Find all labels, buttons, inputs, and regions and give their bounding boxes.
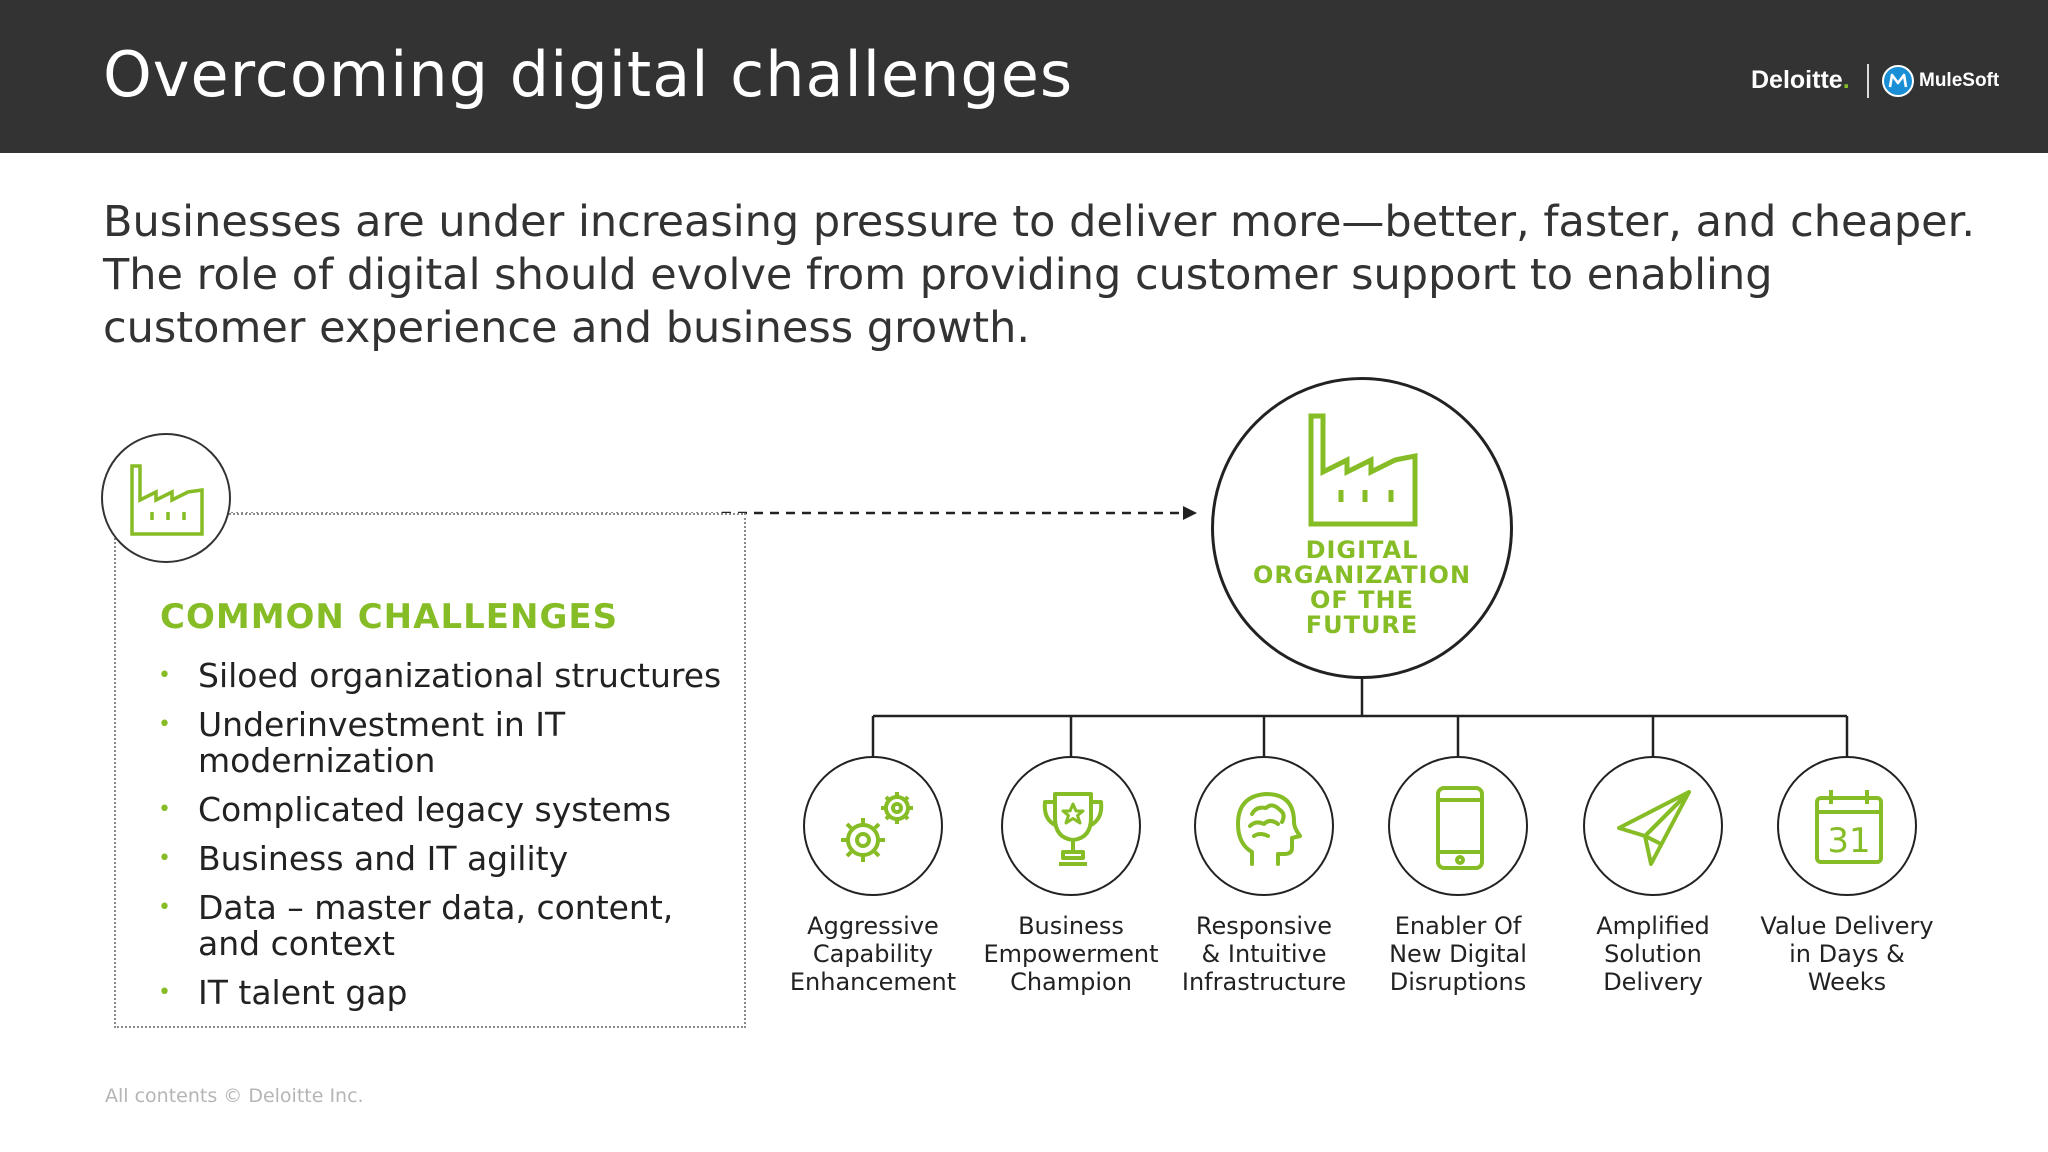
pillar-label-line: Capability	[812, 940, 934, 968]
list-item-text: Siloed organizational structures	[198, 656, 722, 695]
page-title: Overcoming digital challenges	[103, 38, 1074, 111]
challenges-heading: COMMON CHALLENGES	[160, 597, 619, 637]
hub-label-line: DIGITAL	[1305, 536, 1419, 564]
pillar-label-line: Aggressive	[807, 912, 939, 940]
bullet-icon: •	[158, 712, 171, 737]
calendar-day-number: 31	[1827, 821, 1870, 861]
list-item-text: Data – master data, content, and context	[198, 888, 674, 963]
intro-line: customer experience and business growth.	[103, 303, 1031, 353]
list-item: • Business and IT agility	[158, 841, 738, 877]
mulesoft-logo-text: MuleSoft	[1919, 70, 2000, 91]
pillar-solution-delivery	[1583, 756, 1723, 896]
intro-paragraph: Businesses are under increasing pressure…	[103, 196, 2003, 355]
pillar-label: Amplified Solution Delivery	[1558, 912, 1748, 996]
bullet-icon: •	[158, 797, 171, 822]
pillar-label-line: Value Delivery	[1760, 912, 1934, 940]
mulesoft-icon	[1882, 65, 1914, 97]
deloitte-logo-text: Deloitte	[1751, 66, 1843, 94]
intro-line: Businesses are under increasing pressure…	[103, 197, 1975, 247]
pillar-label-line: Responsive	[1195, 912, 1333, 940]
gears-icon	[841, 792, 913, 862]
bullet-icon: •	[158, 895, 171, 920]
intro-line: The role of digital should evolve from p…	[103, 250, 1773, 300]
pillar-label-line: Champion	[1010, 968, 1132, 996]
smartphone-icon	[1436, 786, 1484, 870]
header-bar: Overcoming digital challenges Deloitte. …	[0, 0, 2048, 153]
pillar-capability	[803, 756, 943, 896]
pillar-label-line: Business	[1018, 912, 1124, 940]
list-item: • IT talent gap	[158, 975, 738, 1011]
list-item: • Siloed organizational structures	[158, 658, 738, 694]
list-item: • Underinvestment in IT modernization	[158, 707, 738, 779]
pillar-disruptions	[1388, 756, 1528, 896]
pillar-label: Responsive & Intuitive Infrastructure	[1169, 912, 1359, 996]
arrow-head	[1183, 506, 1197, 520]
pillar-label-line: Infrastructure	[1181, 968, 1347, 996]
brain-icon	[1236, 792, 1302, 866]
bullet-icon: •	[158, 980, 171, 1005]
deloitte-logo-dot: .	[1842, 66, 1850, 94]
pillar-label-line: Empowerment	[983, 940, 1159, 968]
list-item-text: IT talent gap	[198, 973, 408, 1012]
pillar-infrastructure	[1194, 756, 1334, 896]
pillar-label: Business Empowerment Champion	[976, 912, 1166, 996]
calendar-icon: 31	[1815, 790, 1883, 864]
challenges-panel	[114, 513, 746, 1028]
challenges-list: • Siloed organizational structures • Under…	[158, 658, 738, 1024]
hub-label: DIGITAL ORGANIZATION OF THE FUTURE	[1214, 538, 1510, 638]
list-item: • Complicated legacy systems	[158, 792, 738, 828]
bullet-icon: •	[158, 663, 171, 688]
pillar-label: Enabler Of New Digital Disruptions	[1363, 912, 1553, 996]
pillar-label: Value Delivery in Days & Weeks	[1752, 912, 1942, 996]
pillar-value-delivery: 31	[1777, 756, 1917, 896]
pillar-label-line: New Digital	[1389, 940, 1527, 968]
pillar-label-line: Amplified	[1596, 912, 1710, 940]
pillar-empowerment	[1001, 756, 1141, 896]
pillar-label-line: Delivery	[1603, 968, 1703, 996]
pillar-label-line: in Days &	[1789, 940, 1905, 968]
hub-label-line: OF THE	[1309, 586, 1414, 614]
pillar-label-line: Enabler Of	[1394, 912, 1522, 940]
pillar-label-line: & Intuitive	[1201, 940, 1327, 968]
pillar-label-line: Enhancement	[789, 968, 957, 996]
factory-icon	[1308, 413, 1418, 527]
list-item-text: Business and IT agility	[198, 839, 569, 878]
bullet-icon: •	[158, 846, 171, 871]
list-item-text: Complicated legacy systems	[198, 790, 672, 829]
pillar-label-line: Disruptions	[1389, 968, 1527, 996]
pillar-label: Aggressive Capability Enhancement	[778, 912, 968, 996]
paper-plane-icon	[1617, 790, 1691, 866]
logo-divider	[1867, 64, 1869, 98]
deloitte-logo: Deloitte.	[1751, 66, 1850, 95]
list-item: • Data – master data, content, and contex…	[158, 890, 738, 962]
trophy-icon	[1042, 792, 1104, 866]
factory-badge	[101, 433, 231, 563]
mulesoft-logo: MuleSoft	[1881, 64, 2001, 100]
pillar-label-line: Weeks	[1807, 968, 1887, 996]
list-item-text: Underinvestment in IT modernization	[198, 705, 566, 780]
copyright-footer: All contents © Deloitte Inc.	[105, 1085, 364, 1107]
pillar-label-line: Solution	[1604, 940, 1702, 968]
hub-label-line: ORGANIZATION	[1252, 561, 1472, 589]
factory-icon	[130, 464, 204, 536]
digital-organization-hub: DIGITAL ORGANIZATION OF THE FUTURE	[1211, 377, 1513, 679]
hub-label-line: FUTURE	[1305, 611, 1419, 639]
